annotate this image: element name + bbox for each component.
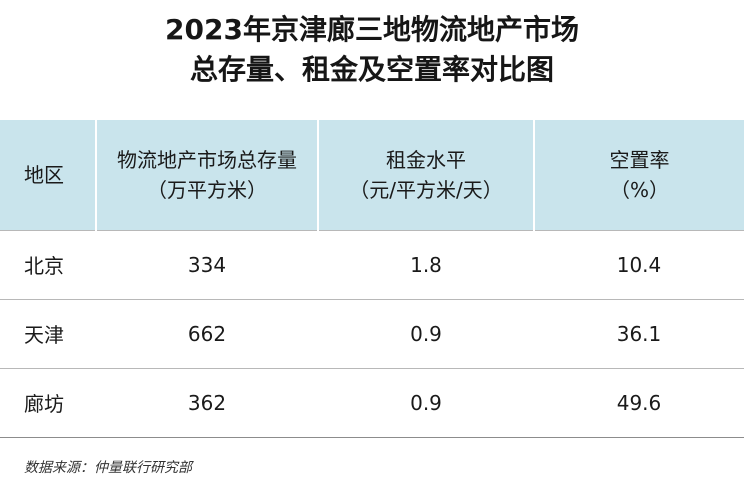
source-note: 数据来源：仲量联行研究部 (24, 460, 192, 476)
cell-rent: 1.8 (318, 229, 534, 299)
cell-stock: 362 (96, 367, 318, 437)
column-header-label: 物流地产市场总存量 (117, 147, 297, 172)
cell-vacancy: 10.4 (534, 229, 744, 299)
cell-region: 北京 (0, 229, 96, 299)
table-header-row: 地区 物流地产市场总存量 （万平方米） 租金水平 （元/平方米/天） 空置率 （… (0, 120, 744, 230)
column-header-label: 地区 (24, 162, 64, 187)
cell-vacancy: 36.1 (534, 298, 744, 368)
cell-region: 廊坊 (0, 367, 96, 437)
column-header-unit: （元/平方米/天） (349, 177, 503, 202)
table-row: 天津 662 0.9 36.1 (0, 298, 744, 368)
chart-title-line-1: 2023年京津廊三地物流地产市场 (165, 13, 579, 46)
cell-stock: 662 (96, 298, 318, 368)
column-header-vacancy: 空置率 （%） (533, 120, 744, 230)
column-header-unit: （%） (609, 177, 669, 202)
data-table: 地区 物流地产市场总存量 （万平方米） 租金水平 （元/平方米/天） 空置率 （… (0, 120, 744, 437)
chart-title-line-2: 总存量、租金及空置率对比图 (189, 53, 554, 86)
column-header-label: 租金水平 (386, 147, 466, 172)
column-header-label: 空置率 (609, 147, 670, 172)
column-header-rent: 租金水平 （元/平方米/天） (317, 120, 534, 230)
chart-title: 2023年京津廊三地物流地产市场 总存量、租金及空置率对比图 (0, 10, 744, 90)
cell-stock: 334 (96, 229, 318, 299)
cell-rent: 0.9 (318, 298, 534, 368)
table-row: 北京 334 1.8 10.4 (0, 229, 744, 299)
column-header-region: 地区 (0, 120, 96, 230)
table-row: 廊坊 362 0.9 49.6 (0, 367, 744, 437)
cell-rent: 0.9 (318, 367, 534, 437)
table-bottom-rule (0, 437, 744, 438)
cell-region: 天津 (0, 298, 96, 368)
column-header-unit: （万平方米） (147, 177, 267, 202)
column-header-stock: 物流地产市场总存量 （万平方米） (95, 120, 318, 230)
cell-vacancy: 49.6 (534, 367, 744, 437)
